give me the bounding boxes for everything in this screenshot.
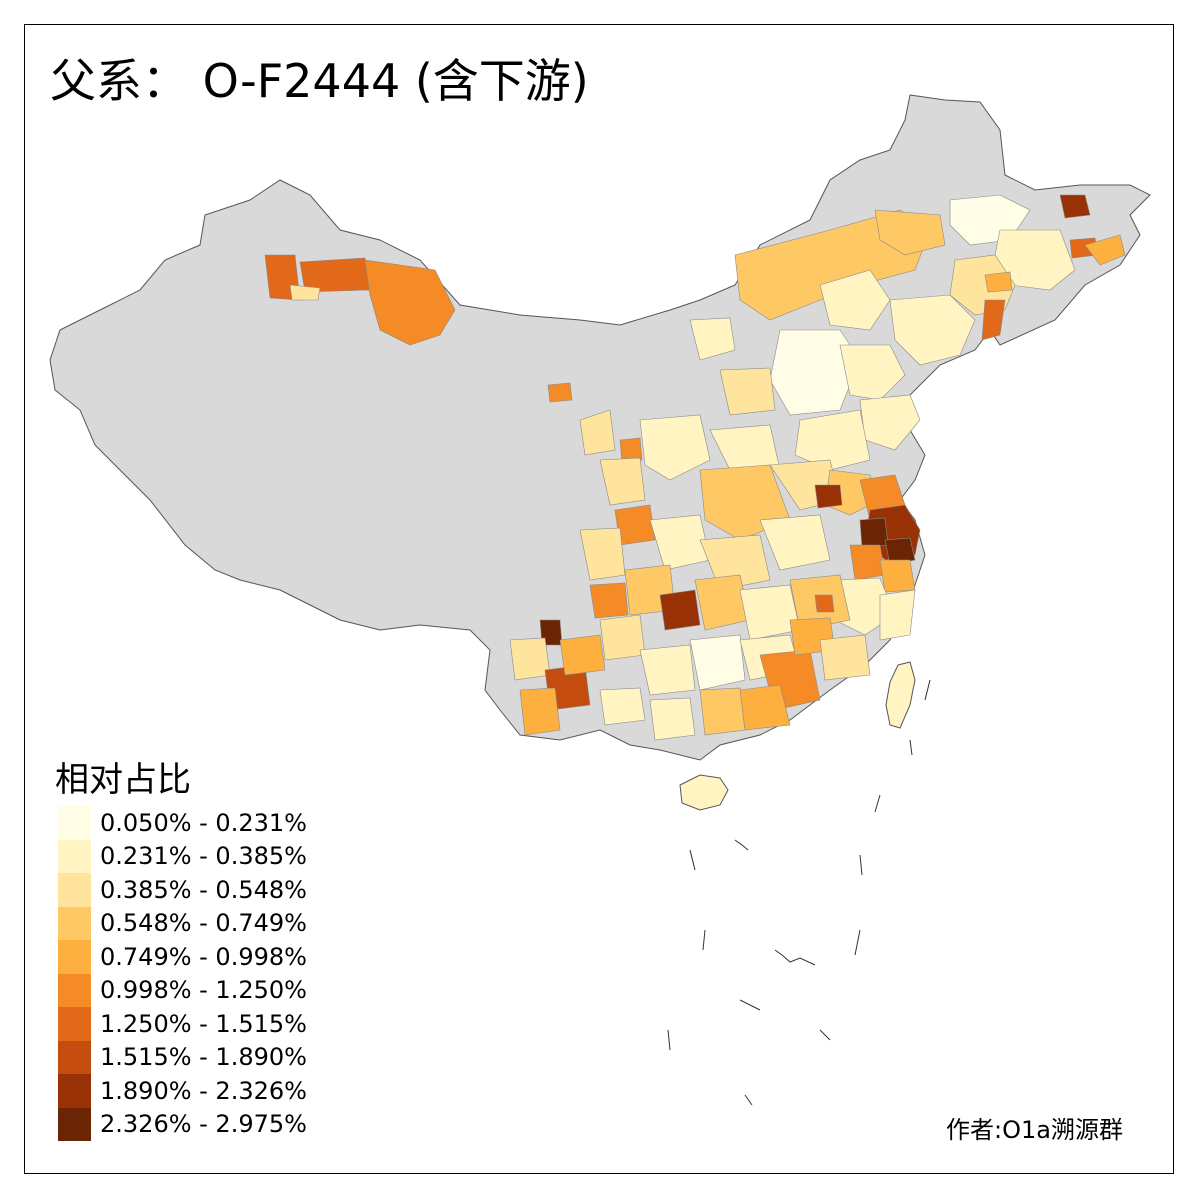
legend-item: 1.890% - 2.326% bbox=[58, 1074, 307, 1108]
region-polygon bbox=[759, 514, 831, 571]
region-polygon bbox=[1084, 234, 1126, 266]
region-polygon bbox=[599, 457, 646, 506]
legend-item: 0.749% - 0.998% bbox=[58, 940, 307, 974]
legend-swatch bbox=[58, 940, 91, 974]
region-polygon bbox=[884, 537, 916, 566]
legend-label: 0.749% - 0.998% bbox=[100, 942, 307, 971]
legend-label: 1.250% - 1.515% bbox=[100, 1009, 307, 1038]
legend-label: 2.326% - 2.975% bbox=[100, 1110, 307, 1139]
region-polygon bbox=[1059, 194, 1091, 219]
legend-label: 0.385% - 0.548% bbox=[100, 875, 307, 904]
region-polygon bbox=[579, 409, 616, 456]
legend-item: 0.385% - 0.548% bbox=[58, 873, 307, 907]
region-polygon bbox=[719, 367, 776, 416]
legend-label: 1.515% - 1.890% bbox=[100, 1043, 307, 1072]
legend-swatch bbox=[58, 873, 91, 907]
region-polygon bbox=[689, 634, 746, 691]
region-layer bbox=[264, 194, 1126, 741]
legend-swatch bbox=[58, 806, 91, 840]
legend-swatch bbox=[58, 973, 91, 1007]
legend-label: 0.548% - 0.749% bbox=[100, 909, 307, 938]
legend-item: 0.998% - 1.250% bbox=[58, 973, 307, 1007]
legend-swatch bbox=[58, 1074, 91, 1108]
author-credit: 作者:O1a溯源群 bbox=[946, 1116, 1123, 1144]
region-polygon bbox=[289, 284, 321, 301]
region-polygon bbox=[689, 317, 736, 361]
legend-label: 0.998% - 1.250% bbox=[100, 976, 307, 1005]
region-polygon bbox=[639, 414, 711, 481]
region-polygon bbox=[699, 534, 771, 591]
region-polygon bbox=[694, 574, 751, 631]
region-polygon bbox=[839, 344, 906, 401]
region-polygon bbox=[874, 209, 946, 256]
region-polygon bbox=[649, 697, 696, 741]
legend-swatch bbox=[58, 1107, 91, 1141]
region-polygon bbox=[599, 614, 646, 661]
region-polygon bbox=[739, 584, 801, 641]
legend-label: 0.231% - 0.385% bbox=[100, 842, 307, 871]
region-polygon bbox=[981, 299, 1006, 341]
legend-item: 1.515% - 1.890% bbox=[58, 1040, 307, 1074]
region-polygon bbox=[547, 382, 573, 403]
taiwan-island bbox=[885, 661, 916, 729]
region-polygon bbox=[819, 269, 891, 331]
region-polygon bbox=[859, 517, 889, 549]
region-polygon bbox=[509, 637, 551, 681]
region-polygon bbox=[559, 634, 606, 676]
legend-swatch bbox=[58, 906, 91, 940]
hainan-island bbox=[679, 774, 729, 811]
region-polygon bbox=[794, 409, 871, 471]
legend-item: 0.231% - 0.385% bbox=[58, 839, 307, 873]
region-polygon bbox=[619, 437, 643, 463]
region-polygon bbox=[639, 644, 696, 696]
region-polygon bbox=[599, 687, 646, 726]
legend-item: 1.250% - 1.515% bbox=[58, 1007, 307, 1041]
legend: 0.050% - 0.231% 0.231% - 0.385% 0.385% - 0… bbox=[58, 806, 307, 1141]
region-polygon bbox=[659, 589, 701, 631]
legend-item: 0.050% - 0.231% bbox=[58, 806, 307, 840]
legend-swatch bbox=[58, 1007, 91, 1041]
region-polygon bbox=[739, 684, 791, 731]
region-polygon bbox=[879, 559, 916, 593]
region-polygon bbox=[879, 589, 916, 641]
region-polygon bbox=[579, 527, 626, 581]
map-title: 父系： O-F2444 (含下游) bbox=[50, 54, 589, 108]
region-polygon bbox=[364, 259, 456, 346]
region-polygon bbox=[819, 634, 871, 681]
legend-swatch bbox=[58, 1040, 91, 1074]
region-polygon bbox=[889, 294, 976, 366]
legend-label: 1.890% - 2.326% bbox=[100, 1076, 307, 1105]
south-china-sea-islands bbox=[667, 679, 931, 1106]
region-polygon bbox=[589, 582, 629, 619]
legend-swatch bbox=[58, 839, 91, 873]
legend-title: 相对占比 bbox=[55, 760, 191, 800]
region-polygon bbox=[814, 594, 835, 613]
legend-item: 2.326% - 2.975% bbox=[58, 1107, 307, 1141]
region-polygon bbox=[699, 687, 746, 736]
legend-item: 0.548% - 0.749% bbox=[58, 906, 307, 940]
region-polygon bbox=[849, 544, 886, 581]
region-polygon bbox=[984, 271, 1013, 293]
region-polygon bbox=[519, 687, 561, 736]
region-polygon bbox=[814, 484, 843, 509]
legend-label: 0.050% - 0.231% bbox=[100, 808, 307, 837]
